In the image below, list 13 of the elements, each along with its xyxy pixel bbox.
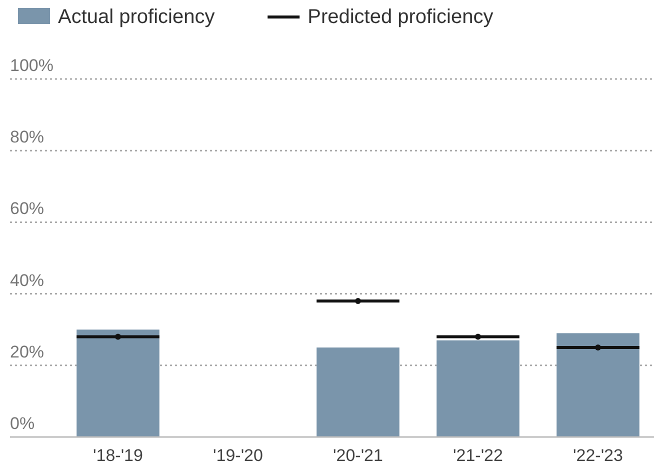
- y-tick-label: 0%: [10, 414, 35, 433]
- y-tick-label: 20%: [10, 342, 44, 362]
- legend-label: Actual proficiency: [58, 6, 215, 28]
- x-tick-label: '22-'23: [573, 446, 623, 465]
- legend-label: Predicted proficiency: [308, 6, 494, 28]
- x-tick-label: '18-'19: [93, 446, 143, 465]
- x-tick-label: '19-'20: [213, 446, 263, 465]
- y-tick-label: 80%: [10, 128, 44, 147]
- y-tick-label: 100%: [10, 56, 54, 75]
- x-tick-label: '20-'21: [333, 446, 383, 465]
- y-tick-label: 40%: [10, 270, 44, 290]
- y-tick-label: 60%: [10, 199, 44, 218]
- x-tick-label: '21-'22: [453, 446, 503, 465]
